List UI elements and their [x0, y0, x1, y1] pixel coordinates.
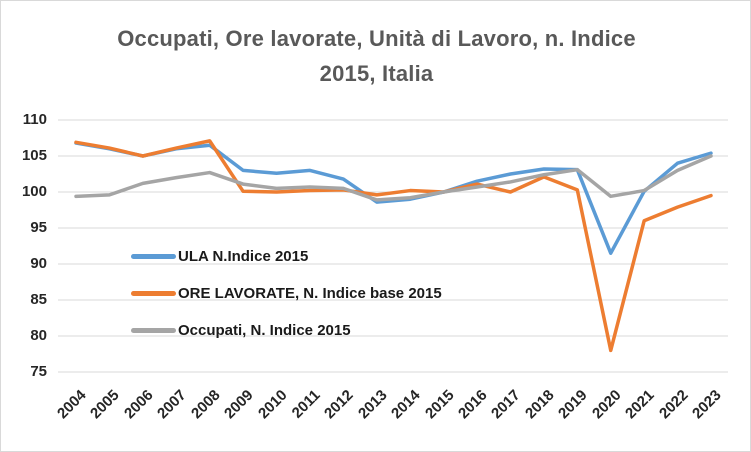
series-line-2	[74, 154, 713, 202]
y-tick-label: 100	[21, 183, 47, 200]
legend-item-occupati: Occupati, N. Indice 2015	[131, 320, 442, 340]
legend-label-occupati: Occupati, N. Indice 2015	[178, 321, 351, 339]
chart-title-line2: 2015, Italia	[319, 61, 434, 86]
legend: ULA N.Indice 2015 ORE LAVORATE, N. Indic…	[131, 246, 442, 357]
legend-label-ore-lavorate: ORE LAVORATE, N. Indice base 2015	[178, 284, 442, 302]
y-tick-label: 110	[22, 111, 47, 128]
legend-item-ore-lavorate: ORE LAVORATE, N. Indice base 2015	[131, 283, 442, 303]
legend-line-ore-lavorate	[131, 290, 176, 296]
legend-label-ula: ULA N.Indice 2015	[178, 247, 309, 265]
legend-line-occupati	[131, 327, 176, 333]
series-line-1	[74, 139, 713, 353]
legend-item-ula: ULA N.Indice 2015	[131, 246, 442, 266]
chart-title: Occupati, Ore lavorate, Unità di Lavoro,…	[1, 21, 750, 91]
chart-title-line1: Occupati, Ore lavorate, Unità di Lavoro,…	[117, 26, 636, 51]
y-tick-label: 75	[30, 363, 47, 380]
legend-line-ula	[131, 253, 176, 259]
y-tick-label: 95	[30, 219, 47, 236]
y-tick-label: 90	[30, 255, 47, 272]
y-tick-label: 80	[30, 327, 47, 344]
y-tick-label: 85	[30, 291, 47, 308]
y-tick-label: 105	[21, 147, 47, 164]
